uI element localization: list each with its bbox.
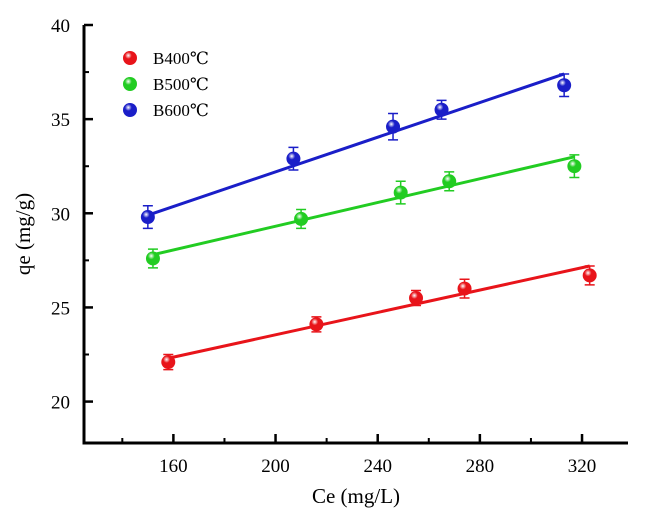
data-point-b400 <box>582 268 597 283</box>
x-tick-label: 320 <box>568 456 597 477</box>
legend-label: B500℃ <box>153 75 209 94</box>
ticks-layer: 160 200 240 280 320 20 25 30 35 40 <box>51 16 596 477</box>
data-point-b500 <box>442 174 457 189</box>
y-tick-label: 35 <box>51 110 70 131</box>
x-tick-label: 160 <box>159 456 188 477</box>
fit-line-b400 <box>167 264 591 360</box>
data-point-b400 <box>409 291 424 306</box>
y-tick-label: 20 <box>51 393 70 414</box>
data-point-b600 <box>386 119 401 134</box>
data-point-b400 <box>309 317 324 332</box>
data-point-b500 <box>145 251 160 266</box>
fit-line-b600 <box>147 72 565 217</box>
y-tick-label: 40 <box>51 16 70 37</box>
y-axis-title: qe (mg/g) <box>11 193 35 275</box>
legend-marker <box>123 51 137 65</box>
data-point-b600 <box>140 210 155 225</box>
points-layer <box>140 78 597 370</box>
legend-label: B400℃ <box>153 49 209 68</box>
fit-line-b500 <box>152 155 575 257</box>
data-point-b600 <box>286 151 301 166</box>
data-point-b400 <box>161 355 176 370</box>
y-tick-label: 25 <box>51 298 70 319</box>
x-axis-title: Ce (mg/L) <box>312 484 400 508</box>
data-point-b500 <box>294 211 309 226</box>
fit-lines-layer <box>147 72 591 360</box>
data-point-b600 <box>434 102 449 117</box>
legend-marker <box>123 77 137 91</box>
error-bars-layer <box>142 73 595 371</box>
data-point-b600 <box>557 78 572 93</box>
legend-label: B600℃ <box>153 101 209 120</box>
data-point-b500 <box>567 159 582 174</box>
y-tick-label: 30 <box>51 204 70 225</box>
data-point-b400 <box>457 281 472 296</box>
legend-marker <box>123 103 137 117</box>
data-point-b500 <box>393 185 408 200</box>
legend: B400℃ B500℃ B600℃ <box>123 49 209 120</box>
x-tick-label: 200 <box>261 456 290 477</box>
x-tick-label: 240 <box>363 456 392 477</box>
x-tick-label: 280 <box>466 456 495 477</box>
